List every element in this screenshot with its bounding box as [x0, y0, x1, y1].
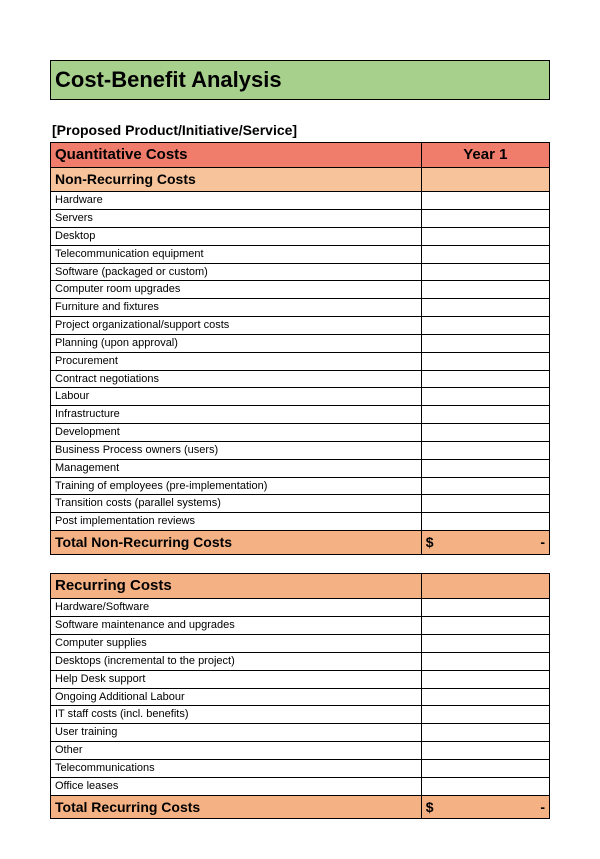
- line-item-value: [421, 477, 549, 495]
- total-currency: $: [426, 798, 434, 817]
- line-item-value: [421, 513, 549, 531]
- line-item-label: Hardware: [51, 192, 422, 210]
- line-item-label: Business Process owners (users): [51, 441, 422, 459]
- line-item-label: Contract negotiations: [51, 370, 422, 388]
- line-item-value: [421, 742, 549, 760]
- total-value-cell: $ -: [421, 531, 549, 555]
- line-item-value: [421, 777, 549, 795]
- line-item-label: Training of employees (pre-implementatio…: [51, 477, 422, 495]
- line-item-label: Desktops (incremental to the project): [51, 652, 422, 670]
- line-item-label: Desktop: [51, 227, 422, 245]
- line-item-value: [421, 459, 549, 477]
- line-item-label: Procurement: [51, 352, 422, 370]
- subsection-header: Recurring Costs: [51, 574, 422, 599]
- line-item-label: Development: [51, 424, 422, 442]
- line-item-label: Other: [51, 742, 422, 760]
- line-item-value: [421, 706, 549, 724]
- line-item-value: [421, 388, 549, 406]
- total-value: -: [540, 798, 545, 817]
- line-item-value: [421, 441, 549, 459]
- line-item-label: Infrastructure: [51, 406, 422, 424]
- section-header-year: Year 1: [421, 143, 549, 168]
- total-currency: $: [426, 533, 434, 552]
- section-header-label: Quantitative Costs: [51, 143, 422, 168]
- line-item-label: Computer room upgrades: [51, 281, 422, 299]
- line-item-value: [421, 245, 549, 263]
- line-item-value: [421, 759, 549, 777]
- line-item-label: Office leases: [51, 777, 422, 795]
- recurring-costs-table: Recurring Costs Hardware/SoftwareSoftwar…: [50, 573, 550, 819]
- line-item-label: Transition costs (parallel systems): [51, 495, 422, 513]
- total-value: -: [540, 533, 545, 552]
- line-item-label: Post implementation reviews: [51, 513, 422, 531]
- line-item-value: [421, 192, 549, 210]
- line-item-label: Project organizational/support costs: [51, 317, 422, 335]
- line-item-label: Labour: [51, 388, 422, 406]
- line-item-value: [421, 424, 549, 442]
- total-label: Total Recurring Costs: [51, 795, 422, 819]
- total-label: Total Non-Recurring Costs: [51, 531, 422, 555]
- line-item-label: Software maintenance and upgrades: [51, 617, 422, 635]
- page-subtitle: [Proposed Product/Initiative/Service]: [50, 118, 550, 142]
- line-item-value: [421, 317, 549, 335]
- line-item-value: [421, 406, 549, 424]
- line-item-value: [421, 370, 549, 388]
- line-item-value: [421, 227, 549, 245]
- line-item-label: Telecommunications: [51, 759, 422, 777]
- line-item-value: [421, 635, 549, 653]
- non-recurring-costs-table: Quantitative Costs Year 1 Non-Recurring …: [50, 142, 550, 555]
- line-item-value: [421, 352, 549, 370]
- line-item-value: [421, 599, 549, 617]
- line-item-label: Help Desk support: [51, 670, 422, 688]
- line-item-label: Hardware/Software: [51, 599, 422, 617]
- line-item-label: Furniture and fixtures: [51, 299, 422, 317]
- total-value-cell: $ -: [421, 795, 549, 819]
- line-item-value: [421, 724, 549, 742]
- line-item-label: Management: [51, 459, 422, 477]
- subsection-header-value: [421, 574, 549, 599]
- line-item-value: [421, 299, 549, 317]
- line-item-value: [421, 495, 549, 513]
- line-item-value: [421, 263, 549, 281]
- line-item-value: [421, 688, 549, 706]
- line-item-label: IT staff costs (incl. benefits): [51, 706, 422, 724]
- line-item-label: Computer supplies: [51, 635, 422, 653]
- line-item-label: Telecommunication equipment: [51, 245, 422, 263]
- line-item-label: Ongoing Additional Labour: [51, 688, 422, 706]
- line-item-label: User training: [51, 724, 422, 742]
- subsection-header-value: [421, 168, 549, 192]
- line-item-value: [421, 652, 549, 670]
- line-item-label: Servers: [51, 209, 422, 227]
- line-item-value: [421, 209, 549, 227]
- line-item-value: [421, 617, 549, 635]
- line-item-value: [421, 281, 549, 299]
- subsection-header: Non-Recurring Costs: [51, 168, 422, 192]
- line-item-label: Planning (upon approval): [51, 334, 422, 352]
- line-item-value: [421, 334, 549, 352]
- line-item-value: [421, 670, 549, 688]
- line-item-label: Software (packaged or custom): [51, 263, 422, 281]
- page-title: Cost-Benefit Analysis: [50, 60, 550, 100]
